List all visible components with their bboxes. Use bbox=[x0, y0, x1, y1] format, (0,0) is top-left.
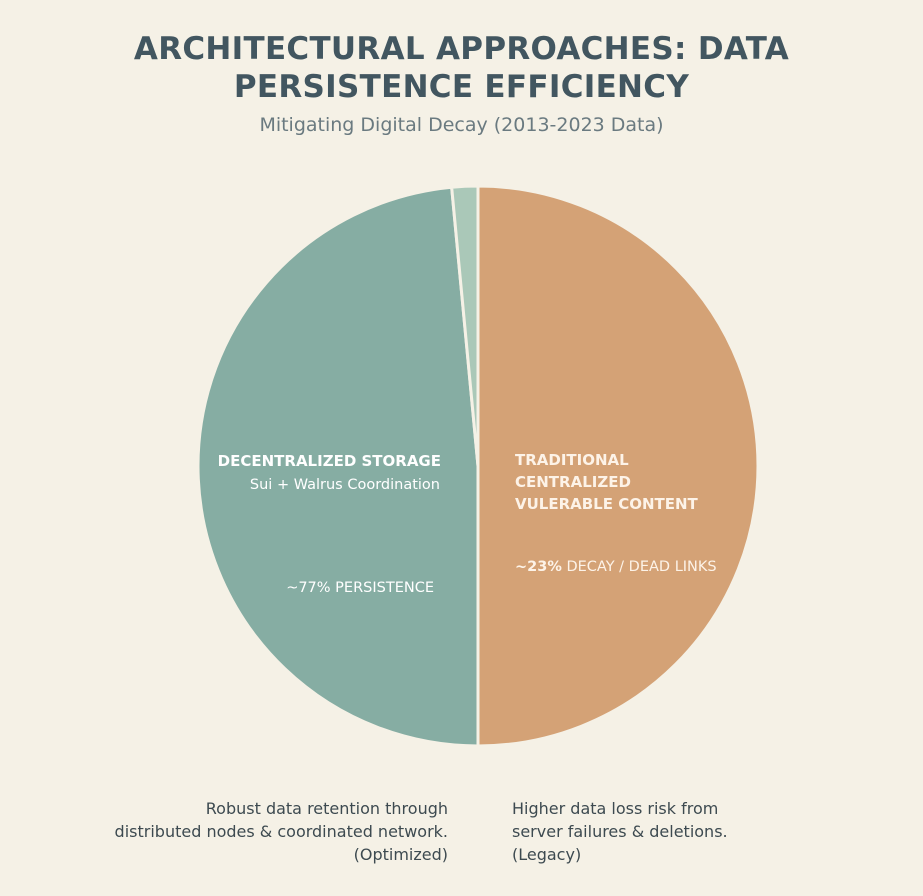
chart-title-line-1: ARCHITECTURAL APPROACHES: DATA bbox=[133, 31, 790, 67]
slice-label-traditional-line-3: VULERABLE CONTENT bbox=[515, 495, 699, 513]
caption-left-line-3: (Optimized) bbox=[353, 845, 448, 864]
caption-right-line-2: server failures & deletions. bbox=[512, 822, 728, 841]
caption-right-line-1: Higher data loss risk from bbox=[512, 799, 719, 818]
caption-right-line-3: (Legacy) bbox=[512, 845, 582, 864]
slice-label-traditional-line-1: TRADITIONAL bbox=[515, 451, 629, 469]
chart-title: ARCHITECTURAL APPROACHES: DATA PERSISTEN… bbox=[0, 30, 923, 106]
slice-other bbox=[450, 184, 480, 468]
slice-decentralized bbox=[196, 185, 480, 748]
pie-slices bbox=[196, 184, 760, 748]
chart-subtitle: Mitigating Digital Decay (2013-2023 Data… bbox=[259, 114, 664, 136]
caption-left-line-2: distributed nodes & coordinated network. bbox=[114, 822, 448, 841]
pie-labels: DECENTRALIZED STORAGE Sui + Walrus Coord… bbox=[218, 451, 717, 596]
caption-left: Robust data retention through distribute… bbox=[115, 797, 448, 866]
slice-label-decentralized: DECENTRALIZED STORAGE bbox=[218, 452, 441, 470]
slice-label-traditional-line-2: CENTRALIZED bbox=[515, 473, 631, 491]
slice-traditional bbox=[476, 184, 760, 748]
slice-value-text-traditional: DECAY / DEAD LINKS bbox=[562, 559, 717, 575]
slice-value-percent-traditional: ~23% bbox=[515, 559, 562, 575]
slice-sublabel-decentralized: Sui + Walrus Coordination bbox=[250, 477, 440, 493]
caption-right: Higher data loss risk from server failur… bbox=[512, 797, 728, 866]
slice-value-label-traditional: ~23% DECAY / DEAD LINKS bbox=[515, 559, 717, 575]
caption-left-line-1: Robust data retention through bbox=[205, 799, 448, 818]
chart-title-line-2: PERSISTENCE EFFICIENCY bbox=[233, 69, 690, 105]
slice-value-label-decentralized: ~77% PERSISTENCE bbox=[286, 580, 434, 596]
